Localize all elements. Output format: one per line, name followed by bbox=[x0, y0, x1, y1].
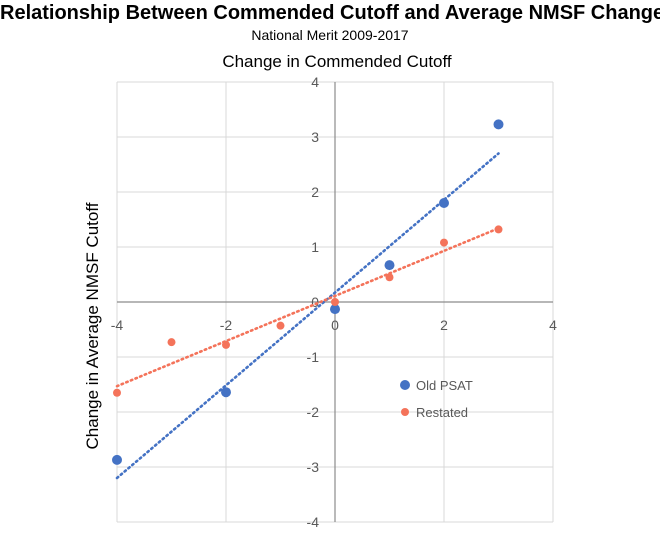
x-tick-label: -2 bbox=[220, 317, 233, 333]
y-axis-title: Change in Average NMSF Cutoff bbox=[83, 202, 102, 449]
data-point-restated bbox=[113, 388, 121, 397]
y-tick-label: 1 bbox=[311, 239, 319, 255]
y-tick-label: 3 bbox=[311, 129, 319, 145]
data-point-restated bbox=[440, 238, 448, 247]
data-point-restated bbox=[494, 225, 503, 234]
trendlines bbox=[115, 152, 500, 480]
trendline-old-psat bbox=[115, 152, 500, 480]
legend-label: Restated bbox=[416, 405, 468, 420]
x-tick-label: 4 bbox=[549, 317, 557, 333]
y-tick-label: -4 bbox=[307, 514, 320, 530]
data-point-restated bbox=[385, 273, 394, 282]
data-point-old-psat bbox=[439, 198, 449, 208]
legend-marker bbox=[400, 380, 410, 390]
x-tick-label: 0 bbox=[331, 317, 339, 333]
chart-subtitle: National Merit 2009-2017 bbox=[251, 27, 409, 43]
y-tick-label: -1 bbox=[307, 349, 320, 365]
data-point-old-psat bbox=[221, 387, 231, 398]
y-tick-label: 4 bbox=[311, 74, 319, 90]
data-point-restated bbox=[167, 338, 176, 347]
data-point-restated bbox=[276, 321, 285, 330]
y-tick-label: 2 bbox=[311, 184, 319, 200]
data-point-restated bbox=[222, 340, 230, 349]
data-point-old-psat bbox=[493, 119, 504, 130]
data-point-old-psat bbox=[330, 304, 340, 315]
y-tick-label: -2 bbox=[307, 404, 320, 420]
data-point-old-psat bbox=[112, 454, 122, 465]
y-tick-label: -3 bbox=[307, 459, 320, 475]
legend-label: Old PSAT bbox=[416, 378, 473, 393]
x-tick-label: -4 bbox=[111, 317, 124, 333]
tick-labels: -4 -2 0 2 4 -4 -3 -2 -1 0 1 2 3 4 bbox=[111, 74, 557, 530]
chart-title: Relationship Between Commended Cutoff an… bbox=[0, 2, 660, 24]
data-point-restated bbox=[331, 298, 339, 306]
x-tick-label: 2 bbox=[440, 317, 448, 333]
y-tick-label: 0 bbox=[311, 294, 319, 310]
trendline-restated bbox=[115, 227, 500, 388]
x-axis-title: Change in Commended Cutoff bbox=[222, 52, 452, 71]
data-points bbox=[112, 119, 504, 465]
legend: Old PSAT Restated bbox=[400, 378, 473, 420]
data-point-old-psat bbox=[384, 260, 395, 271]
legend-marker bbox=[401, 408, 409, 416]
